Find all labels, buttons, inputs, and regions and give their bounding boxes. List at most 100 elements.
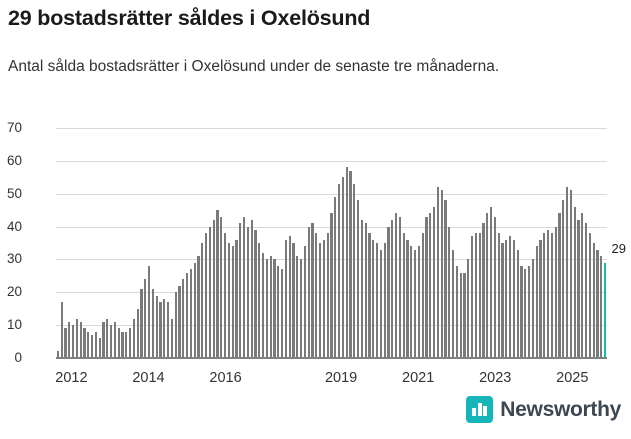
bar: [573, 206, 576, 358]
bar: [163, 298, 166, 358]
bar: [459, 272, 462, 358]
bar: [197, 256, 200, 358]
bar-series: [56, 128, 607, 358]
bar: [550, 233, 554, 358]
bar: [170, 318, 174, 358]
bar: [185, 272, 189, 358]
bar: [569, 190, 573, 358]
gridline: [56, 128, 607, 129]
bar: [113, 321, 117, 358]
bar: [94, 331, 98, 358]
bar: [372, 239, 375, 358]
bar: [584, 223, 588, 358]
x-tick-label: 2019: [324, 370, 358, 386]
page-title: 29 bostadsrätter såldes i Oxelösund: [8, 6, 371, 30]
bar: [136, 308, 139, 358]
bar: [402, 233, 405, 358]
bar: [87, 331, 90, 358]
bar: [497, 233, 500, 358]
y-tick-label: 30: [6, 251, 22, 267]
bar: [68, 321, 71, 358]
bar: [288, 236, 291, 358]
bar: [360, 220, 364, 358]
x-tick-label: 2021: [402, 370, 435, 386]
y-tick-label: 10: [6, 317, 22, 333]
bar: [144, 279, 147, 358]
bar: [421, 233, 424, 358]
bar: [383, 243, 386, 358]
bar: [223, 233, 227, 358]
y-tick-label: 50: [6, 185, 22, 201]
bar: [128, 328, 132, 358]
bar: [208, 226, 212, 358]
bar: [554, 226, 557, 358]
bar: [109, 325, 113, 358]
bar: [117, 328, 120, 358]
bar: [467, 259, 470, 358]
bar: [474, 233, 478, 358]
bar: [341, 177, 345, 358]
bar: [512, 239, 516, 358]
bar: [318, 243, 322, 358]
bar: [565, 187, 569, 358]
bar: [246, 226, 250, 358]
bar: [527, 266, 531, 358]
bar: [379, 249, 383, 358]
bar: [520, 266, 523, 358]
bar: [307, 226, 310, 358]
bar: [394, 213, 398, 358]
bar: [231, 246, 234, 358]
bar: [444, 200, 447, 358]
bar: [398, 216, 402, 358]
bar: [391, 220, 394, 358]
footer: Newsworthy: [0, 389, 631, 429]
bar: [413, 249, 417, 358]
bar: [311, 223, 314, 358]
bar: [125, 331, 128, 358]
bar: [531, 259, 535, 358]
bar: [182, 279, 185, 358]
bar: [334, 197, 337, 358]
newsworthy-logo: Newsworthy: [466, 396, 621, 423]
bar: [436, 187, 440, 358]
bar: [448, 226, 451, 358]
y-tick-label: 40: [6, 218, 22, 234]
x-axis-labels: 2012 2014 2016 2019 2021 2023 2025: [55, 370, 607, 394]
bar: [102, 321, 105, 358]
gridline: [56, 358, 607, 359]
bar: [269, 256, 272, 358]
bar: [178, 285, 181, 358]
bar: [273, 259, 276, 358]
bar: [463, 272, 466, 358]
bar: [330, 213, 333, 358]
bar: [425, 216, 428, 358]
gridline: [56, 160, 607, 162]
bar: [493, 216, 497, 358]
bar: [166, 302, 170, 358]
bar: [558, 213, 561, 358]
bar: [235, 239, 238, 358]
bar: [524, 269, 527, 358]
bar: [147, 266, 151, 358]
bar: [265, 259, 269, 358]
bar: [322, 239, 326, 358]
bar: [204, 233, 208, 358]
bar: [299, 259, 303, 358]
chart-subtitle: Antal sålda bostadsrätter i Oxelösund un…: [8, 58, 500, 75]
bar: [337, 183, 341, 358]
bar: [254, 229, 257, 358]
bar: [284, 239, 288, 358]
bar: [64, 328, 67, 358]
bar: [106, 318, 109, 358]
x-tick-label: 2014: [132, 370, 165, 386]
bar: [451, 249, 455, 358]
bar: [140, 289, 143, 358]
bar: [508, 236, 512, 358]
y-tick-label: 0: [14, 350, 22, 365]
bar: [440, 190, 443, 358]
bar: [375, 243, 379, 358]
bar-chart-icon: [466, 396, 494, 423]
bar: [121, 331, 124, 358]
bar: [588, 233, 592, 358]
